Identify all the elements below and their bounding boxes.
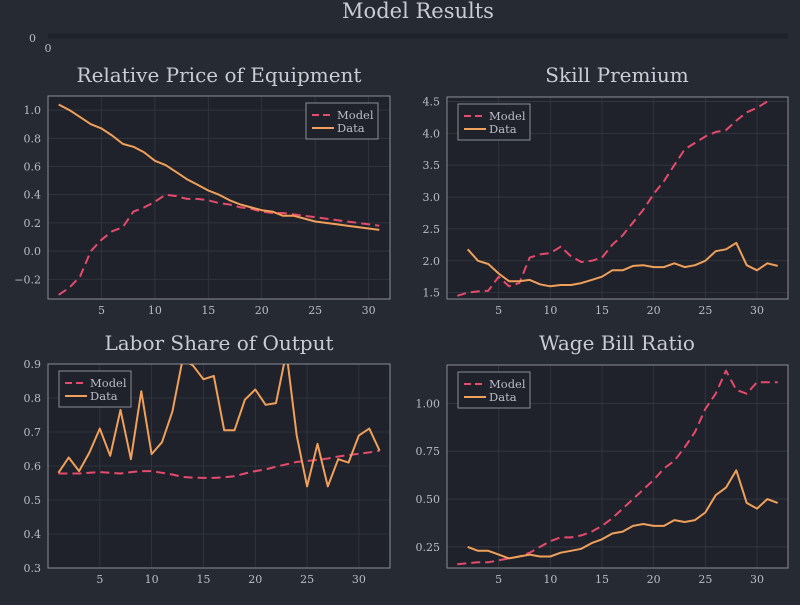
y-tick-label: 1.0 [24,104,42,117]
chart-title: Labor Share of Output [104,331,333,355]
x-tick-label: 30 [750,573,764,586]
x-tick-label: 20 [647,304,661,317]
legend-label-data: Data [489,122,517,136]
legend-label-model: Model [489,109,526,123]
legend-label-model: Model [489,377,526,391]
plot-frame [446,96,789,300]
x-tick-label: 20 [248,573,262,586]
top-axis-x-tick: 0 [45,42,52,55]
chart-panel-1: Relative Price of Equipment 5 10 15 20 25 30 −0… [14,63,391,317]
top-axis-y-tick: 0 [29,32,36,45]
top-empty-axis: 0 0 [29,32,788,55]
y-tick-label: 2.5 [423,223,441,236]
y-tick-label: 0.8 [24,392,42,405]
x-tick-label: 20 [255,304,269,317]
x-tick-label: 15 [201,304,215,317]
x-tick-label: 25 [698,573,712,586]
legend-label-data: Data [337,121,365,135]
x-tick-label: 20 [647,573,661,586]
series-line-model [58,193,380,296]
x-tick-label: 10 [543,304,557,317]
x-tick-label: 5 [96,573,103,586]
panels: Relative Price of Equipment 5 10 15 20 25 30 −0… [14,63,789,586]
x-tick-label: 5 [495,573,502,586]
legend-label-data: Data [489,390,517,404]
y-tick-label: 0.25 [416,541,441,554]
x-tick-label: 25 [698,304,712,317]
legend-label-model: Model [337,108,374,122]
y-tick-label: 0.75 [416,445,441,458]
legend-box [58,370,132,408]
series-line-data [466,241,778,288]
legend-label-model: Model [90,376,127,390]
chart-title: Wage Bill Ratio [539,331,695,355]
x-tick-label: 15 [595,304,609,317]
series-line-data [57,364,381,488]
x-tick-label: 10 [148,304,162,317]
series-line-model [457,100,768,297]
x-tick-label: 15 [196,573,210,586]
x-tick-label: 15 [595,573,609,586]
y-tick-label: 0.8 [24,132,42,145]
x-tick-label: 25 [300,573,314,586]
y-tick-label: 4.0 [423,127,441,140]
y-tick-label: 0.3 [24,562,42,575]
y-tick-label: 0.50 [416,493,441,506]
series-line-data [58,103,380,231]
x-tick-label: 5 [98,304,105,317]
y-tick-label: 0.7 [24,426,42,439]
legend-box [457,371,531,409]
x-tick-label: 10 [145,573,159,586]
legend-box [305,102,379,140]
legend-label-data: Data [90,389,118,403]
y-tick-label: 2.0 [423,255,441,268]
y-tick-label: −0.2 [14,273,41,286]
chart-title: Skill Premium [545,63,688,87]
y-tick-label: 1.5 [423,287,441,300]
plot-frame [47,363,391,569]
x-tick-label: 30 [362,304,376,317]
legend-box [457,103,531,141]
x-tick-label: 25 [308,304,322,317]
x-tick-label: 30 [750,304,764,317]
y-tick-label: 1.00 [416,397,441,410]
chart-panel-3: Labor Share of Output 5 10 15 20 25 30 0.3 0.4 0.… [24,331,391,586]
series-line-model [58,449,380,479]
series-line-model [457,369,778,566]
series-line-data [467,469,779,560]
chart-panel-2: Skill Premium 5 10 15 20 25 30 1.5 2.0 2.5 3.0 3.5 4… [423,63,789,317]
x-tick-label: 5 [495,304,502,317]
y-tick-label: 0.6 [24,160,42,173]
y-tick-label: 0.4 [24,528,42,541]
y-tick-label: 0.6 [24,460,42,473]
plot-frame [446,364,789,569]
x-tick-label: 10 [543,573,557,586]
figure-title: Model Results [342,0,494,23]
y-tick-label: 0.0 [24,245,42,258]
y-tick-label: 3.5 [423,159,441,172]
plot-frame [47,95,391,300]
y-tick-label: 0.2 [24,217,42,230]
y-tick-label: 3.0 [423,191,441,204]
y-tick-label: 0.5 [24,494,42,507]
y-tick-label: 4.5 [423,95,441,108]
x-tick-label: 30 [352,573,366,586]
chart-title: Relative Price of Equipment [77,63,362,87]
y-tick-label: 0.9 [24,358,42,371]
y-tick-label: 0.4 [24,189,42,202]
chart-panel-4: Wage Bill Ratio 5 10 15 20 25 30 0.25 0.50 0.75 1.… [416,331,789,586]
